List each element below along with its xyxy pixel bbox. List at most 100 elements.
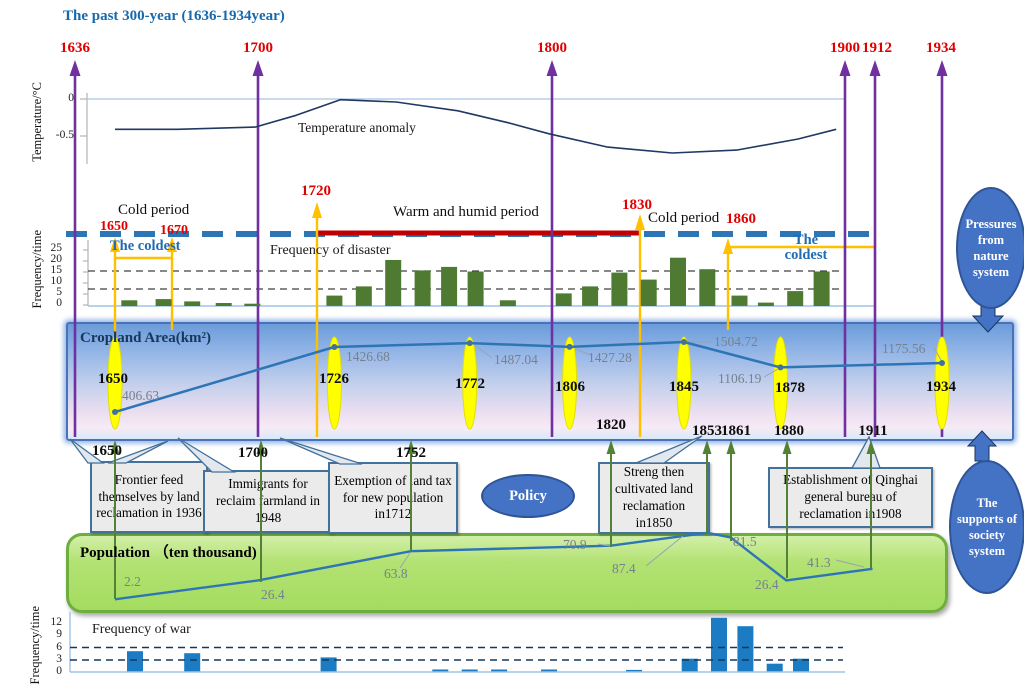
disaster-bars-group <box>121 257 830 307</box>
society-support-ellipse: The supports of society system <box>949 460 1024 594</box>
population-value-70.9: 70.9 <box>563 537 587 552</box>
policy-year-1880: 1880 <box>774 423 804 439</box>
event-arrowheads-orange <box>110 202 733 254</box>
cropland-point <box>939 360 945 366</box>
disaster-bar <box>813 271 830 306</box>
disaster-bar <box>555 293 572 306</box>
cropland-value-1427: 1427.28 <box>588 350 632 365</box>
policy-year-1700: 1700 <box>238 445 268 461</box>
nature-pressure-down-arrow <box>971 305 1005 333</box>
population-line <box>114 531 873 601</box>
war-bar <box>711 617 727 672</box>
disaster-series-label: Frequency of disaster <box>270 243 391 258</box>
temperature-curve-label: Temperature anomaly <box>298 120 416 135</box>
war-bar <box>320 657 337 672</box>
policy-box-text: Exemption of land tax for new population… <box>334 472 452 522</box>
nature-pressure-label: Pressures from nature system <box>965 216 1017 280</box>
cropland-year-1726: 1726 <box>319 371 349 387</box>
disaster-bar <box>731 295 748 306</box>
cropland-value-406: 406.63 <box>122 388 160 403</box>
war-bar <box>681 658 698 672</box>
disaster-bar <box>757 302 774 306</box>
policy-year-1911: 1911 <box>858 423 888 439</box>
population-value-63.8: 63.8 <box>384 566 408 581</box>
disaster-tick-10: 10 <box>50 275 63 287</box>
disaster-bar <box>611 272 628 306</box>
policy-arrows-green <box>114 453 872 599</box>
cropland-year-1772: 1772 <box>455 376 485 392</box>
war-bar <box>737 626 754 672</box>
disaster-bar <box>640 279 657 306</box>
disaster-tick-25: 25 <box>50 242 63 254</box>
disaster-bar <box>582 286 599 306</box>
cropland-value-1175: 1175.56 <box>882 341 926 356</box>
event-year-1860: 1860 <box>726 211 756 227</box>
cropland-point <box>331 344 338 350</box>
war-bar <box>184 653 201 672</box>
cropland-year-1878: 1878 <box>775 380 805 396</box>
cropland-year-marker <box>773 336 788 430</box>
society-support-label: The supports of society system <box>956 495 1018 559</box>
page-title: The past 300-year (1636-1934year) <box>63 8 285 24</box>
war-tick-6: 6 <box>56 641 62 653</box>
disaster-bar <box>355 286 372 306</box>
policy-box-text: Frontier feed themselves by land reclama… <box>96 471 202 521</box>
callout-pointers <box>69 435 881 473</box>
event-year-1670: 1670 <box>160 223 188 238</box>
warm-period-label: Warm and humid period <box>393 204 539 220</box>
disaster-bar <box>670 257 686 306</box>
population-value-81.5: 81.5 <box>733 534 757 549</box>
disaster-tick-5: 5 <box>56 286 62 298</box>
event-year-1650: 1650 <box>100 219 128 234</box>
disaster-bar <box>441 266 458 306</box>
cropland-value-1426: 1426.68 <box>346 349 390 364</box>
cropland-year-marker <box>462 336 478 430</box>
disaster-bar <box>244 303 261 306</box>
timeline-arrowheads-purple <box>69 60 948 76</box>
policy-box-text: Streng then cultivated land reclamation … <box>615 464 693 530</box>
temperature-curve <box>115 98 837 154</box>
temperature-axis-label: Temperature/°C <box>30 82 44 162</box>
population-value-26.4b: 26.4 <box>755 577 779 592</box>
policy-year-1820: 1820 <box>596 417 626 433</box>
war-bar <box>461 669 478 672</box>
war-tick-9: 9 <box>56 628 62 640</box>
population-value-2.2: 2.2 <box>124 574 141 589</box>
event-year-1720: 1720 <box>301 183 331 199</box>
war-tick-3: 3 <box>56 653 62 665</box>
war-bar <box>491 669 508 672</box>
policy-box-1650: Frontier feed themselves by land reclama… <box>90 461 208 533</box>
coldest-right-label: The coldest <box>784 232 828 264</box>
disaster-bar <box>326 295 343 306</box>
population-band-title: Population （ten thousand) <box>80 545 257 561</box>
disaster-bar <box>385 260 402 306</box>
disaster-bar <box>467 271 484 306</box>
cropland-year-marker <box>562 336 578 430</box>
disaster-bar <box>787 291 804 306</box>
cropland-year-marker <box>934 336 950 430</box>
policy-year-1752: 1752 <box>396 445 426 461</box>
war-bar <box>766 663 783 672</box>
label-leader-lines <box>399 341 942 569</box>
event-arrows-orange <box>113 216 730 437</box>
policy-box-1700: Immigrants for reclaim farmland in 1948 <box>203 470 333 533</box>
cold-period-right-label: Cold period <box>648 210 720 226</box>
war-bar <box>127 651 143 672</box>
war-axis <box>69 612 845 673</box>
war-bar <box>793 658 809 672</box>
cropland-value-1106: 1106.19 <box>718 371 762 386</box>
policy-year-1853: 1853 <box>692 423 722 439</box>
cropland-point <box>777 364 784 371</box>
cropland-year-marker <box>676 336 692 430</box>
disaster-bar <box>215 303 232 306</box>
cropland-band <box>66 322 1014 441</box>
cropland-year-1934: 1934 <box>926 379 956 395</box>
cropland-year-1650: 1650 <box>98 371 128 387</box>
cropland-point <box>566 343 573 350</box>
disaster-bar <box>155 299 172 306</box>
temperature-tick-0: 0 <box>68 92 74 104</box>
population-line-group <box>114 531 873 601</box>
year-label-1800: 1800 <box>537 40 567 56</box>
